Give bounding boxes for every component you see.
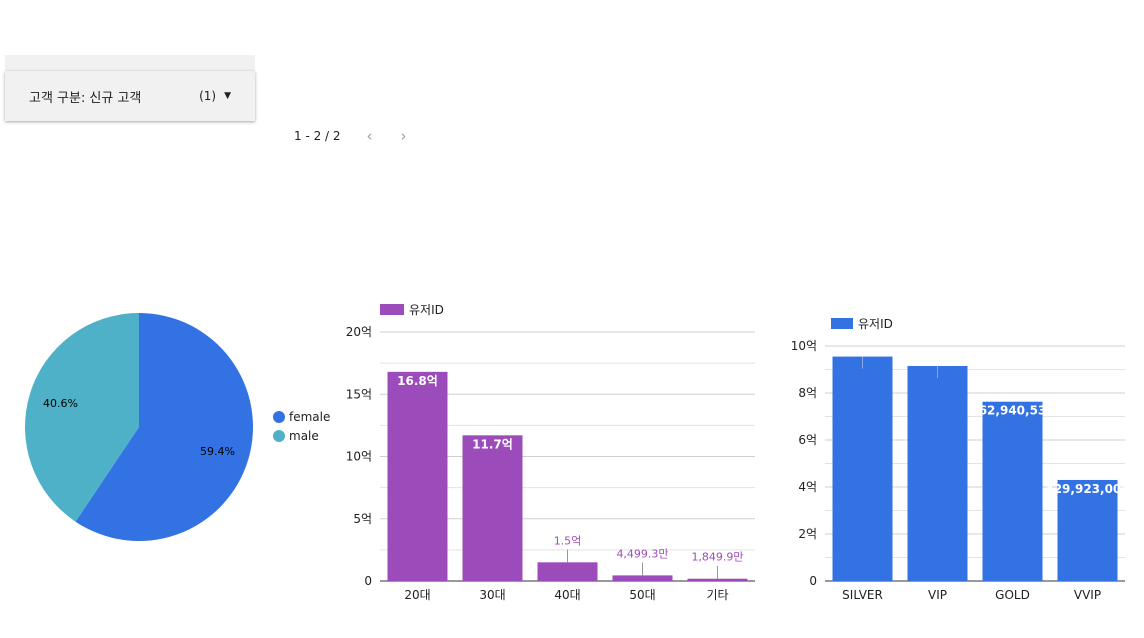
legend-swatch: [831, 318, 853, 329]
bar-data-label: 16.8억: [397, 374, 438, 388]
bar-SILVER: [832, 356, 893, 581]
x-tick-label: VVIP: [1074, 588, 1101, 602]
x-tick-label: 50대: [629, 588, 655, 602]
pagination: 1 - 2 / 2 ‹ ›: [294, 127, 411, 145]
gender-pie-chart: 59.4% 40.6% female male: [25, 313, 330, 541]
x-tick-label: 30대: [479, 588, 505, 602]
age-bar-chart: 0 5억 10억 15억 20억 20대 16.8억 30대 11.7억 40대 1.5억 50대 4,…: [346, 303, 755, 602]
y-tick-label: 4억: [798, 480, 817, 494]
y-tick-label: 15억: [346, 387, 372, 401]
legend-marker-male: [273, 430, 285, 442]
caret-down-icon[interactable]: ▼: [224, 91, 231, 101]
bar-data-label: 4,499.3만: [616, 547, 668, 560]
y-tick-label: 8억: [798, 386, 817, 400]
bar-30대: [462, 435, 523, 581]
pagination-text: 1 - 2 / 2: [294, 129, 341, 143]
filter-label: 고객 구분:: [29, 90, 86, 106]
bar-GOLD: [982, 401, 1043, 581]
pie-slice-label: 40.6%: [43, 397, 78, 410]
bar-data-label: 1,849.9만: [691, 551, 743, 564]
y-tick-label: 10억: [791, 339, 817, 353]
bar-기타: [687, 578, 748, 581]
y-tick-label: 2억: [798, 527, 817, 541]
legend-label: 유저ID: [409, 303, 444, 317]
chevron-right-icon[interactable]: ›: [400, 127, 407, 145]
x-tick-label: 기타: [706, 588, 728, 602]
y-tick-label: 0: [364, 574, 372, 588]
bar-VVIP: [1057, 479, 1118, 581]
legend-marker-female: [273, 411, 285, 423]
x-tick-label: SILVER: [842, 588, 883, 602]
pie-slice-label: 59.4%: [200, 445, 235, 458]
bar-50대: [612, 575, 673, 581]
x-tick-label: VIP: [928, 588, 947, 602]
bar-data-label: 11.7억: [472, 437, 513, 451]
bar-20대: [387, 371, 448, 581]
legend-label: 유저ID: [858, 317, 893, 331]
pie-slice-female: [75, 313, 254, 541]
pie-slice-male: [25, 313, 139, 522]
bar-data-label: 762,940,531: [970, 404, 1054, 418]
chevron-left-icon[interactable]: ‹: [366, 127, 373, 145]
legend-label-male: male: [289, 429, 319, 443]
y-tick-label: 20억: [346, 325, 372, 339]
y-tick-label: 5억: [353, 512, 372, 526]
grade-bar-chart: 0 2억 4억 6억 8억 10억 SILVER VIP GOLD 762,940,531 VVIP…: [791, 317, 1130, 602]
legend-label-female: female: [289, 410, 330, 424]
filter-dropdown[interactable]: 고객 구분: 신규 고객 (1) ▼: [5, 71, 255, 121]
bar-data-label: 429,923,008: [1045, 482, 1129, 496]
legend-swatch: [380, 304, 404, 315]
y-tick-label: 0: [809, 574, 817, 588]
bar-VIP: [907, 365, 968, 581]
y-tick-label: 10억: [346, 450, 372, 464]
filter-control[interactable]: 고객 구분: 신규 고객 (1) ▼: [5, 55, 255, 121]
filter-header-strip: [5, 55, 255, 71]
x-tick-label: GOLD: [995, 588, 1030, 602]
x-tick-label: 20대: [404, 588, 430, 602]
bar-40대: [537, 562, 598, 581]
y-tick-label: 6억: [798, 433, 817, 447]
filter-count: (1): [199, 89, 217, 103]
x-tick-label: 40대: [554, 588, 580, 602]
bar-data-label: 1.5억: [554, 534, 582, 547]
filter-value: 신규 고객: [89, 90, 142, 106]
